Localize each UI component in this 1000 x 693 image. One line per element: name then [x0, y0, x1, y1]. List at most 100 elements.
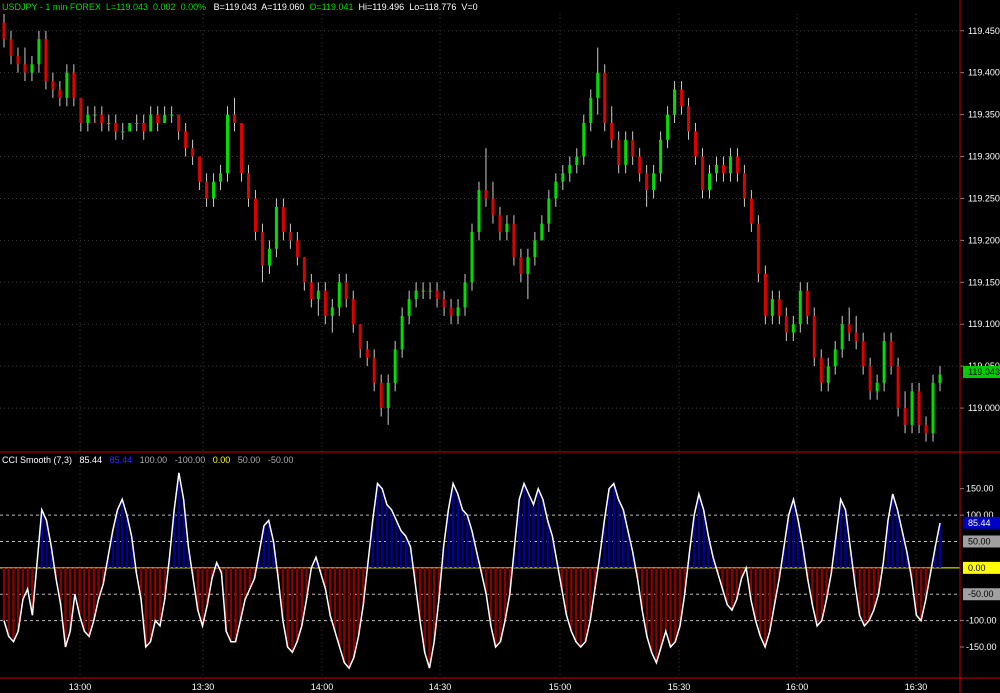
candle-up — [561, 173, 565, 182]
candle-up — [770, 299, 774, 316]
candle-down — [861, 341, 865, 367]
candle-up — [267, 248, 271, 266]
candle-down — [784, 315, 788, 333]
candle-down — [142, 123, 146, 132]
cci-badge-label: 85.44 — [968, 518, 991, 528]
cci-badge-label: 50.00 — [968, 536, 991, 546]
last-price: L=119.043 — [105, 2, 149, 12]
cci-badge — [963, 516, 1000, 529]
candle-up — [316, 290, 320, 300]
candle-up — [86, 114, 90, 123]
time-tick-label: 14:00 — [311, 682, 334, 692]
candle-up — [149, 114, 153, 132]
candle-down — [309, 282, 313, 300]
candle-down — [16, 55, 20, 65]
candle-up — [135, 123, 139, 124]
candle-up — [128, 123, 132, 132]
price-header: USDJPY - 1 min FOREX L=119.043 0.002 0.0… — [2, 2, 478, 12]
candle-up — [833, 349, 837, 367]
candle-up — [386, 382, 390, 409]
indicator-header: CCI Smooth (7,3) 85.44 85.44 100.00 -100… — [2, 455, 293, 465]
candle-down — [701, 156, 705, 191]
candle-down — [735, 156, 739, 174]
candle-up — [170, 114, 174, 116]
cci-badge — [963, 535, 1000, 548]
candle-down — [233, 114, 237, 123]
candle-up — [589, 97, 593, 123]
candle-down — [372, 357, 376, 383]
time-tick-label: 14:30 — [429, 682, 452, 692]
candle-down — [379, 382, 383, 409]
price-tick-label: 119.350 — [968, 110, 1000, 120]
candle-up — [337, 282, 341, 308]
candle-up — [652, 173, 656, 191]
candle-down — [756, 223, 760, 274]
candle-up — [30, 64, 34, 73]
candle-up — [624, 139, 628, 165]
level-minus-50: -50.00 — [267, 455, 294, 465]
candle-down — [617, 139, 621, 165]
indicator-name: CCI Smooth (7,3) — [2, 455, 73, 465]
candle-up — [393, 349, 397, 383]
candle-up — [428, 290, 432, 292]
candle-down — [631, 139, 635, 157]
candle-down — [819, 357, 823, 383]
candle-down — [239, 123, 243, 174]
candle-down — [645, 173, 649, 191]
indicator-value-2: 85.44 — [109, 455, 133, 465]
price-tick-label: 119.150 — [968, 277, 1000, 287]
price-tick-label: 119.000 — [968, 403, 1000, 413]
candle-down — [246, 173, 250, 199]
candle-up — [596, 72, 600, 98]
candle-down — [177, 114, 181, 132]
candle-up — [274, 206, 278, 249]
open-price: O=119.041 — [309, 2, 354, 12]
candle-up — [407, 299, 411, 316]
candle-down — [191, 148, 195, 157]
cci-tick-label: -100.00 — [966, 616, 997, 626]
candle-down — [442, 299, 446, 308]
price-change: 0.002 — [153, 2, 176, 12]
candle-down — [351, 299, 355, 325]
candle-up — [707, 173, 711, 191]
candle-down — [847, 324, 851, 333]
candle-down — [365, 349, 369, 358]
candle-down — [205, 181, 209, 199]
candle-up — [659, 139, 663, 174]
candle-up — [554, 181, 558, 199]
candle-up — [212, 181, 216, 199]
candle-up — [65, 72, 69, 98]
candle-down — [44, 39, 48, 82]
candle-down — [295, 240, 299, 258]
cci-tick-label: 100.00 — [966, 510, 994, 520]
candle-up — [107, 123, 111, 124]
candle-up — [121, 131, 125, 133]
candle-down — [281, 206, 285, 232]
candle-up — [477, 190, 481, 232]
level-50: 50.00 — [237, 455, 261, 465]
candle-down — [868, 366, 872, 392]
candle-up — [931, 382, 935, 434]
time-tick-label: 16:00 — [786, 682, 809, 692]
candle-down — [358, 324, 362, 350]
time-tick-label: 13:00 — [69, 682, 92, 692]
candle-down — [512, 223, 516, 258]
candle-down — [854, 332, 858, 341]
price-change-pct: 0.00% — [180, 2, 207, 12]
candle-up — [910, 391, 914, 425]
cci-badge-label: 0.00 — [968, 563, 986, 573]
candle-down — [100, 114, 104, 123]
candle-down — [721, 164, 725, 174]
candle-up — [568, 164, 572, 174]
price-tick-label: 119.300 — [968, 152, 1000, 162]
candle-up — [714, 164, 718, 174]
cci-badge — [963, 588, 1000, 601]
high-price: Hi=119.496 — [358, 2, 405, 12]
candle-up — [470, 232, 474, 283]
candle-up — [37, 39, 41, 65]
candle-up — [421, 290, 425, 292]
cci-badge-label: -50.00 — [968, 589, 994, 599]
cci-tick-label: -150.00 — [966, 642, 997, 652]
